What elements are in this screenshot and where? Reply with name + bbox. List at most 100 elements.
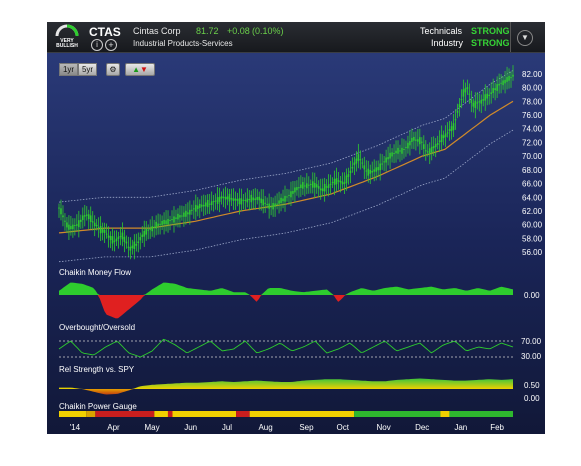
x-axis-label: Feb bbox=[490, 423, 504, 432]
candle-body bbox=[351, 166, 354, 169]
candle-body bbox=[325, 186, 328, 188]
candle-body bbox=[111, 236, 114, 244]
candle-body bbox=[181, 215, 183, 217]
candle-body bbox=[99, 226, 102, 234]
candle-body bbox=[462, 89, 465, 97]
candle-body bbox=[421, 141, 423, 143]
x-axis-label: Jan bbox=[454, 423, 467, 432]
candle-body bbox=[411, 137, 413, 142]
candle-body bbox=[230, 197, 233, 200]
upper-band-line bbox=[58, 70, 514, 203]
candle-body bbox=[419, 137, 421, 145]
candle-body bbox=[167, 218, 169, 225]
candle-body bbox=[363, 165, 366, 170]
candle-body bbox=[343, 182, 346, 184]
candle-body bbox=[183, 212, 185, 217]
candle-body bbox=[109, 236, 112, 241]
info-icon[interactable]: i bbox=[91, 39, 103, 51]
gear-icon[interactable]: ⚙ bbox=[106, 63, 120, 76]
candle-body bbox=[284, 195, 286, 202]
candle-body bbox=[474, 100, 477, 109]
candle-body bbox=[442, 135, 445, 139]
oscillator-tick-label: 70.00 bbox=[521, 337, 542, 346]
range-1yr-button[interactable]: 1yr bbox=[59, 63, 78, 76]
x-axis-label: Dec bbox=[415, 423, 429, 432]
candle-body bbox=[68, 224, 70, 230]
candle-body bbox=[189, 209, 191, 215]
range-5yr-button[interactable]: 5yr bbox=[78, 63, 97, 76]
candle-body bbox=[179, 215, 181, 218]
candle-body bbox=[496, 84, 498, 91]
candle-body bbox=[476, 102, 479, 104]
candle-body bbox=[428, 148, 431, 155]
candle-body bbox=[331, 181, 334, 184]
candle-body bbox=[488, 94, 491, 96]
power-gauge-segment bbox=[440, 411, 450, 417]
power-gauge-segment bbox=[354, 411, 441, 417]
up-down-arrows-icon[interactable]: ▲▼ bbox=[125, 63, 155, 76]
candle-body bbox=[125, 241, 128, 244]
candle-body bbox=[458, 104, 461, 108]
candle-body bbox=[175, 217, 177, 219]
candle-body bbox=[240, 198, 243, 205]
candle-body bbox=[244, 199, 247, 201]
sector-label: Industrial Products-Services bbox=[133, 39, 233, 48]
price-change: +0.08 bbox=[227, 26, 250, 36]
industry-label: Industry bbox=[431, 38, 464, 48]
candle-body bbox=[137, 241, 140, 244]
candle-body bbox=[234, 198, 237, 201]
ticker-symbol: CTAS bbox=[89, 25, 121, 39]
candle-body bbox=[405, 146, 407, 148]
candle-body bbox=[83, 215, 86, 217]
candle-body bbox=[317, 186, 320, 189]
price-tick-label: 58.00 bbox=[522, 234, 543, 243]
rel-strength-tick-label: 0.00 bbox=[524, 394, 540, 403]
candle-body bbox=[129, 246, 132, 251]
money-flow-negative-area bbox=[59, 295, 513, 319]
power-gauge-segment bbox=[86, 411, 96, 417]
x-axis-label: Aug bbox=[258, 423, 272, 432]
candle-body bbox=[282, 198, 284, 202]
oscillator-line bbox=[58, 338, 514, 358]
candle-body bbox=[139, 237, 142, 241]
candle-body bbox=[450, 126, 453, 132]
candle-body bbox=[127, 246, 130, 248]
x-axis-label: Apr bbox=[107, 423, 120, 432]
candle-body bbox=[171, 219, 173, 221]
candle-body bbox=[89, 215, 92, 222]
rel-strength-negative-area bbox=[59, 389, 513, 395]
candle-body bbox=[341, 181, 344, 185]
panel-title: Rel Strength vs. SPY bbox=[59, 365, 135, 374]
candle-body bbox=[502, 80, 504, 86]
candle-body bbox=[367, 168, 370, 176]
candle-body bbox=[153, 226, 155, 228]
candle-body bbox=[258, 196, 261, 201]
candle-body bbox=[81, 215, 84, 221]
candle-body bbox=[464, 88, 467, 93]
candle-body bbox=[294, 187, 296, 193]
candle-body bbox=[165, 220, 167, 225]
oscillator-tick-label: 30.00 bbox=[521, 352, 542, 361]
candle-body bbox=[300, 184, 302, 188]
candle-body bbox=[296, 187, 298, 191]
candle-body bbox=[91, 221, 94, 223]
candle-body bbox=[304, 185, 306, 187]
candle-body bbox=[222, 196, 225, 198]
candle-body bbox=[193, 208, 195, 210]
chevron-down-icon[interactable]: ▼ bbox=[517, 30, 533, 46]
candle-body bbox=[298, 187, 300, 189]
candle-body bbox=[248, 198, 251, 201]
rel-strength-area bbox=[59, 378, 513, 389]
candle-body bbox=[143, 230, 146, 237]
candle-body bbox=[66, 222, 68, 228]
candle-body bbox=[345, 175, 348, 184]
candle-body bbox=[93, 222, 96, 227]
candle-body bbox=[446, 132, 449, 134]
add-icon[interactable]: + bbox=[105, 39, 117, 51]
candle-body bbox=[403, 148, 405, 150]
candle-body bbox=[468, 93, 471, 95]
panel-title: Overbought/Oversold bbox=[59, 323, 135, 332]
candle-body bbox=[311, 181, 314, 188]
candle-body bbox=[292, 190, 294, 194]
candle-body bbox=[353, 162, 356, 166]
